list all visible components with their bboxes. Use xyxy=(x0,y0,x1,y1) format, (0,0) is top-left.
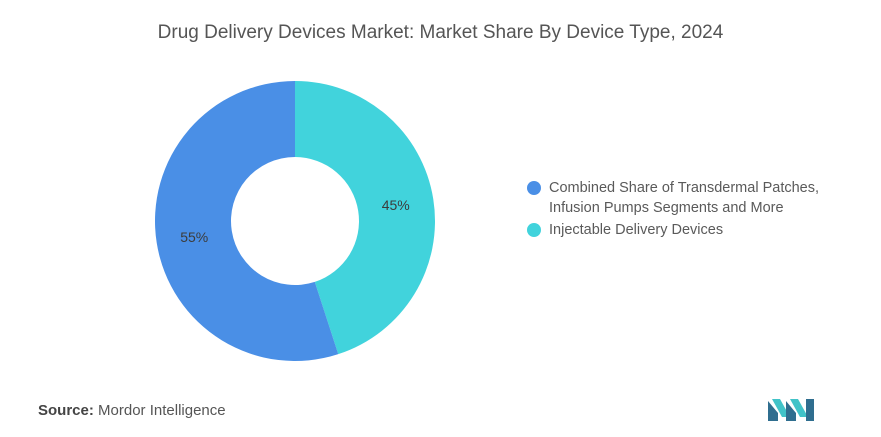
legend-swatch-injectable xyxy=(527,223,541,237)
source-value: Mordor Intelligence xyxy=(98,402,226,419)
donut-slice-1 xyxy=(155,81,339,362)
slice-value-label-0: 45% xyxy=(382,197,410,213)
chart-title: Drug Delivery Devices Market: Market Sha… xyxy=(157,22,724,43)
mordor-intelligence-logo xyxy=(768,399,814,421)
legend-label-injectable: Injectable Delivery Devices xyxy=(549,222,724,238)
legend-item-combined-share: Combined Share of Transdermal Patches, I… xyxy=(527,178,847,218)
legend-label-line-2: Infusion Pumps Segments and More xyxy=(549,200,784,216)
slice-value-label-1: 55% xyxy=(180,229,208,245)
legend-item-injectable: Injectable Delivery Devices xyxy=(527,220,847,240)
chart-legend: Combined Share of Transdermal Patches, I… xyxy=(527,178,847,240)
donut-slice-0 xyxy=(295,81,436,355)
legend-label-line-1: Combined Share of Transdermal Patches, xyxy=(549,180,819,196)
source-label: Source: xyxy=(38,402,94,419)
legend-swatch-combined-share xyxy=(527,181,541,195)
source-note: Source: Mordor Intelligence xyxy=(38,402,226,419)
